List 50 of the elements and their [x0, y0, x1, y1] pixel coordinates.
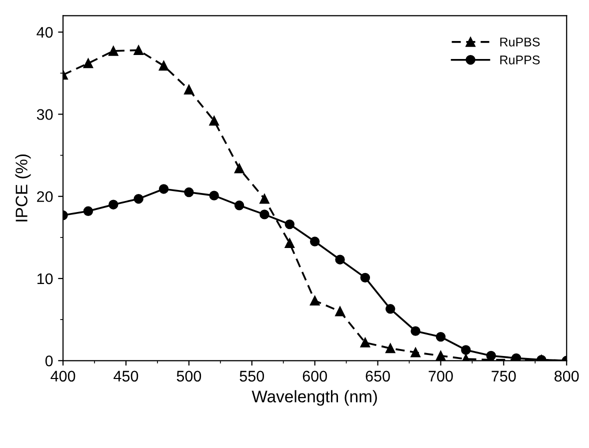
point	[234, 200, 244, 210]
x-tick-label: 800	[554, 370, 579, 382]
point	[284, 238, 294, 248]
x-tick-label: 450	[114, 370, 138, 382]
point	[310, 236, 320, 246]
y-tick-label: 40	[36, 26, 53, 38]
x-tick-label: 600	[302, 370, 327, 382]
point	[386, 343, 396, 354]
y-tick-label: 0	[45, 356, 53, 366]
y-tick-label: 30	[36, 109, 53, 120]
x-tick-label: 500	[176, 370, 202, 382]
x-tick-label: 400	[50, 370, 76, 382]
point	[410, 326, 420, 336]
x-tick-label: 750	[492, 370, 516, 382]
y-tick-label: 20	[37, 191, 53, 202]
point	[83, 206, 94, 216]
point	[260, 194, 270, 204]
point	[310, 296, 320, 306]
point	[461, 345, 471, 355]
x-tick-label: 650	[366, 370, 390, 382]
point	[436, 350, 446, 361]
x-axis-title: Wavelength (nm)	[252, 390, 377, 406]
point	[134, 194, 144, 204]
point	[158, 184, 169, 194]
point	[486, 350, 496, 361]
point	[386, 304, 396, 314]
point	[209, 190, 219, 200]
y-axis-title: IPCE (%)	[15, 154, 31, 222]
point	[108, 46, 118, 56]
y-tick-label: 10	[37, 273, 53, 284]
point	[134, 45, 144, 56]
point	[184, 84, 194, 94]
legend-label: RuPPS	[500, 56, 540, 64]
point	[158, 60, 169, 71]
point	[360, 338, 370, 348]
point	[108, 200, 118, 210]
point	[83, 58, 94, 68]
point	[436, 332, 446, 342]
point	[209, 116, 219, 126]
legend-label: RuPBS	[500, 38, 540, 46]
point	[410, 348, 420, 358]
point	[234, 164, 244, 174]
point	[260, 210, 270, 220]
point	[184, 187, 194, 198]
point	[335, 254, 345, 264]
point	[335, 306, 345, 316]
point	[284, 219, 294, 230]
x-tick-label: 550	[240, 370, 264, 382]
x-tick-label: 700	[428, 370, 453, 382]
point	[360, 272, 370, 283]
